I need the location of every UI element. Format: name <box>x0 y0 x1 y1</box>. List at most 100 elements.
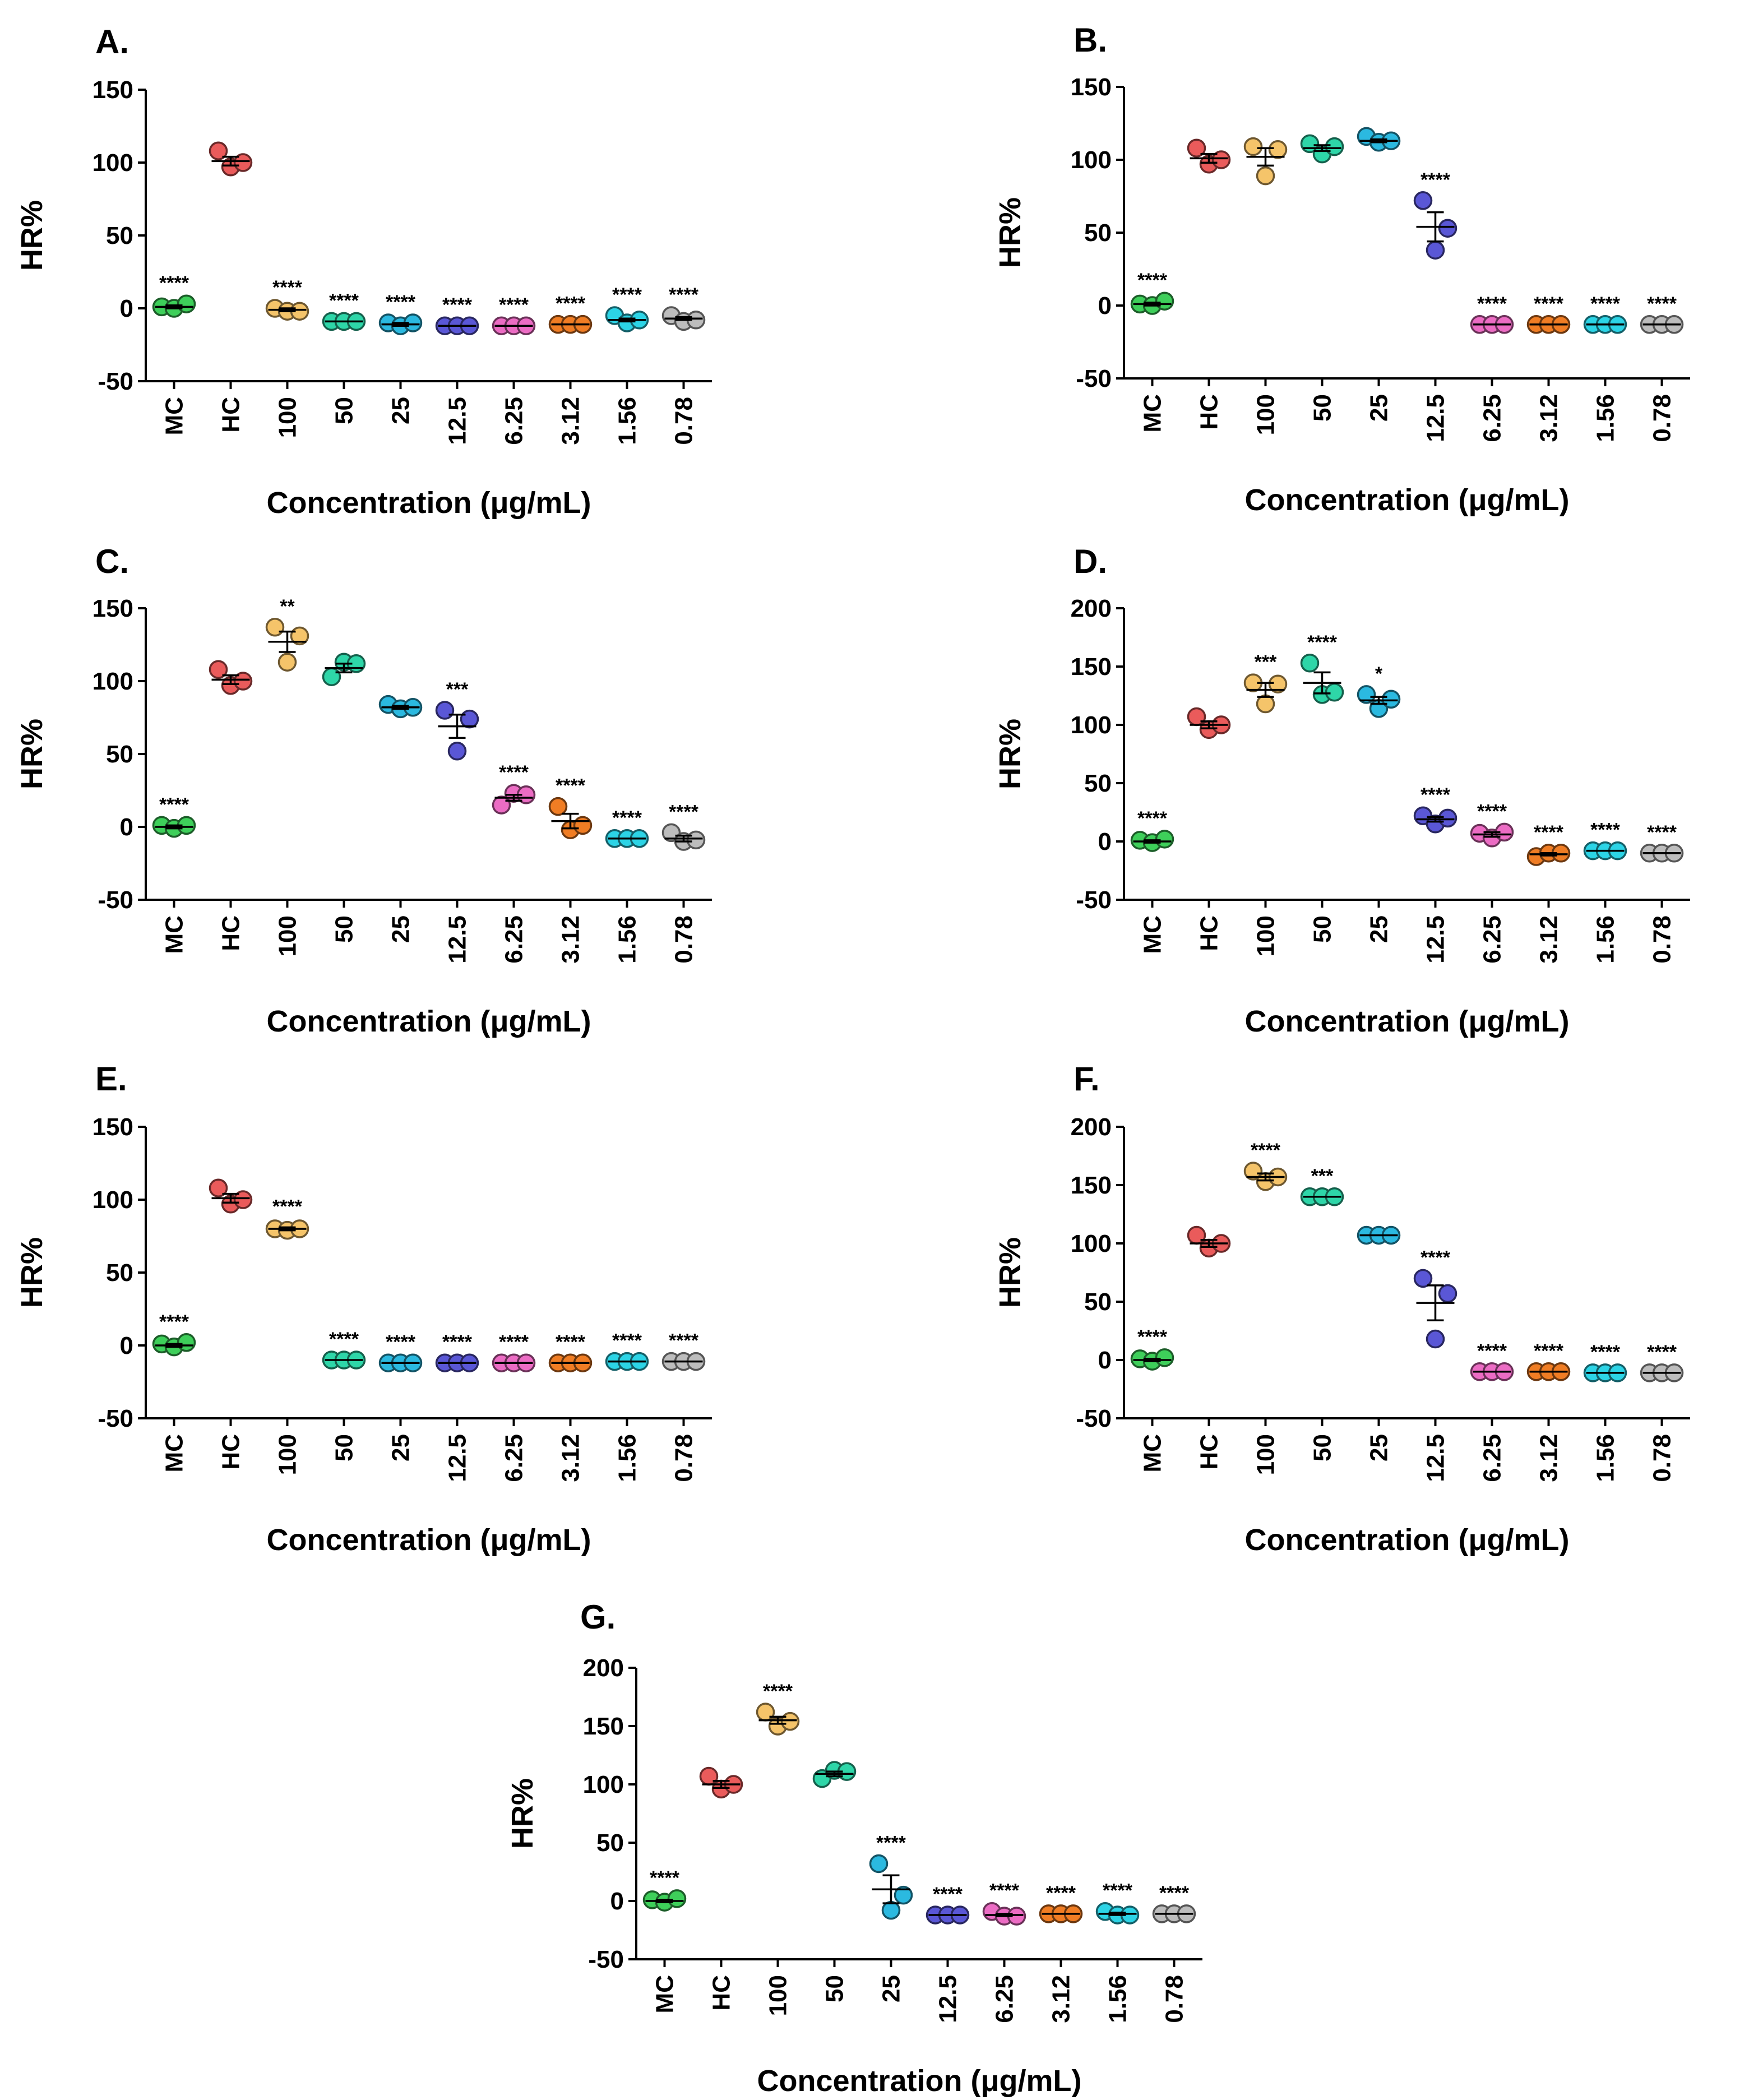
panel-d: D. -50 0 50 100 150 200 HR% MC HC 100 50 25 12.5 6.25 3… <box>993 543 1690 1038</box>
data-point <box>1155 1348 1174 1367</box>
x-axis-title: Concentration (μg/mL) <box>1245 1005 1570 1038</box>
x-tick-label: 12.5 <box>444 1434 471 1482</box>
data-point <box>177 294 196 313</box>
y-tick-label: 50 <box>106 741 133 768</box>
x-tick-label: 12.5 <box>934 1975 962 2023</box>
data-point <box>881 1900 901 1920</box>
data-point <box>548 797 568 816</box>
x-tick-label: 100 <box>274 397 302 438</box>
x-tick-label: 50 <box>1309 915 1336 943</box>
y-tick-label: 150 <box>1071 1172 1112 1199</box>
data-point <box>1300 654 1320 673</box>
significance-label: **** <box>1534 293 1564 314</box>
significance-label: **** <box>1137 808 1168 829</box>
y-tick-label: -50 <box>588 1946 624 1973</box>
x-tick-label: 25 <box>1366 394 1393 422</box>
data-point <box>1426 240 1445 260</box>
data-point <box>1256 694 1275 714</box>
y-tick-label: 0 <box>1098 292 1112 320</box>
significance-label: **** <box>612 807 642 829</box>
x-tick-label: HC <box>1196 394 1223 430</box>
x-tick-label: 6.25 <box>1479 1434 1506 1482</box>
data-point <box>1187 1225 1206 1245</box>
y-axis-title: HR% <box>993 1237 1027 1308</box>
significance-label: **** <box>556 293 586 314</box>
y-axis-title: HR% <box>15 1237 49 1308</box>
significance-label: **** <box>1251 1140 1281 1161</box>
x-tick-label: 12.5 <box>1422 915 1450 964</box>
y-tick-label: -50 <box>98 886 133 914</box>
y-tick-label: 200 <box>1071 1113 1112 1141</box>
data-point <box>1325 683 1344 702</box>
x-tick-label: 0.78 <box>1649 1434 1676 1482</box>
significance-label: **** <box>159 794 189 815</box>
x-tick-label: 25 <box>387 397 415 424</box>
data-point <box>322 667 341 686</box>
x-tick-label: 1.56 <box>614 1434 641 1482</box>
data-point <box>667 1889 687 1908</box>
data-point <box>1413 191 1433 210</box>
panel-g: G. -50 0 50 100 150 200 HR% MC HC 100 50 25 12.5 6.25 3… <box>506 1598 1202 2098</box>
significance-label: **** <box>272 1196 303 1217</box>
significance-label: * <box>1375 663 1383 684</box>
x-tick-label: 1.56 <box>614 397 641 445</box>
data-point <box>177 1333 196 1352</box>
x-tick-label: HC <box>1196 915 1223 951</box>
x-tick-label: 100 <box>1252 394 1280 435</box>
significance-label: **** <box>1421 1247 1451 1268</box>
panel-title: B. <box>1074 21 1107 59</box>
y-axis-title: HR% <box>993 197 1027 268</box>
x-tick-label: 3.12 <box>557 1434 585 1482</box>
x-tick-label: MC <box>1139 1434 1167 1472</box>
y-tick-label: 100 <box>92 149 133 177</box>
panel-title: C. <box>95 543 129 580</box>
significance-label: **** <box>989 1880 1020 1902</box>
x-tick-label: 100 <box>274 915 302 956</box>
y-tick-label: 150 <box>92 1113 133 1141</box>
data-point <box>1155 292 1174 311</box>
x-tick-label: 100 <box>274 1434 302 1475</box>
significance-label: **** <box>1137 1326 1168 1348</box>
significance-label: **** <box>1647 293 1677 314</box>
y-tick-label: 200 <box>1071 595 1112 622</box>
x-tick-label: 100 <box>1252 1434 1280 1475</box>
x-tick-label: 0.78 <box>670 397 698 445</box>
significance-label: **** <box>556 775 586 797</box>
data-point <box>1187 707 1206 727</box>
data-point <box>209 660 228 679</box>
x-tick-label: 50 <box>1309 1434 1336 1461</box>
x-tick-label: HC <box>218 397 245 433</box>
y-tick-label: 50 <box>596 1829 624 1857</box>
significance-label: **** <box>669 284 699 306</box>
significance-label: **** <box>556 1331 586 1353</box>
x-tick-label: 12.5 <box>444 397 471 445</box>
x-tick-label: 12.5 <box>1422 394 1450 442</box>
significance-label: **** <box>159 272 189 294</box>
data-point <box>1155 830 1174 849</box>
x-tick-label: 25 <box>878 1975 905 2002</box>
x-tick-label: HC <box>708 1975 735 2011</box>
significance-label: **** <box>386 1331 416 1353</box>
significance-label: **** <box>612 284 642 306</box>
significance-label: **** <box>1590 820 1621 841</box>
panel-a: A. -50 0 50 100 150 HR% MC HC 100 50 25 12.5 6.25 3.12… <box>15 23 712 520</box>
x-tick-label: 3.12 <box>1535 394 1563 442</box>
data-point <box>1243 137 1263 156</box>
x-tick-label: 6.25 <box>501 1434 528 1482</box>
x-tick-label: 3.12 <box>557 915 585 964</box>
x-axis-title: Concentration (μg/mL) <box>267 486 591 520</box>
y-tick-label: 100 <box>92 668 133 695</box>
data-point <box>233 672 253 691</box>
x-tick-label: HC <box>218 915 245 951</box>
data-point <box>265 618 285 637</box>
y-tick-label: 50 <box>1084 770 1112 797</box>
x-tick-label: 6.25 <box>1479 915 1506 964</box>
x-tick-label: 0.78 <box>1649 394 1676 442</box>
y-axis-title: HR% <box>506 1778 539 1849</box>
y-tick-label: 0 <box>610 1888 624 1915</box>
significance-label: **** <box>329 290 359 311</box>
data-point <box>573 816 593 835</box>
x-tick-label: 3.12 <box>1048 1975 1075 2023</box>
panel-f: F. -50 0 50 100 150 200 HR% MC HC 100 50 25 12.5 6.25 3… <box>993 1060 1690 1557</box>
